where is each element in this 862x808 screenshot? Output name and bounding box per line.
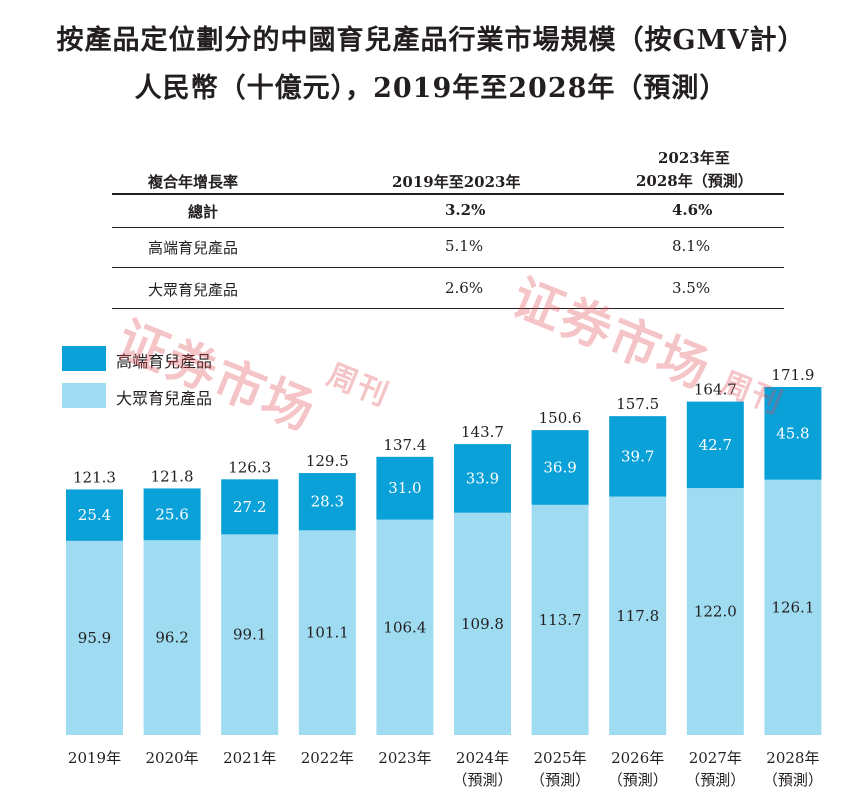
cagr-row-col1: 5.1% <box>445 237 484 255</box>
bar-segment-premium <box>66 489 123 541</box>
bar-segment-premium <box>454 444 511 513</box>
data-label-premium: 25.6 <box>155 505 188 523</box>
data-label-mass: 117.8 <box>616 607 659 625</box>
data-label-mass: 99.1 <box>233 626 266 644</box>
data-label-total: 121.8 <box>151 467 194 485</box>
data-label-premium: 31.0 <box>388 479 421 497</box>
chart-title-line2: 人民幣（十億元），2019年至2028年（預測） <box>134 73 728 104</box>
cagr-col2-header-line1: 2023年至 <box>658 149 730 167</box>
data-label-premium: 33.9 <box>466 469 499 487</box>
data-label-mass: 106.4 <box>383 618 426 636</box>
data-label-mass: 113.7 <box>539 611 582 629</box>
cagr-col2-header-line2: 2028年（預測） <box>636 172 753 190</box>
legend-label-mass: 大眾育兒產品 <box>116 389 213 408</box>
data-label-mass: 126.1 <box>771 598 814 616</box>
data-label-mass: 109.8 <box>461 615 504 633</box>
data-label-premium: 45.8 <box>776 424 809 442</box>
x-tick-label: 2022年 <box>301 749 354 767</box>
x-tick-label: 2021年 <box>223 749 276 767</box>
data-label-premium: 27.2 <box>233 498 266 516</box>
bar-segment-premium <box>764 387 822 480</box>
bar-segment-premium <box>531 430 589 505</box>
x-tick-label: 2025年 <box>534 749 587 767</box>
data-label-mass: 96.2 <box>155 629 188 647</box>
bar-segment-mass <box>764 479 822 735</box>
data-label-premium: 28.3 <box>311 493 344 511</box>
bar-segment-mass <box>686 488 744 735</box>
data-label-total: 157.5 <box>616 395 659 413</box>
bar-segment-premium <box>376 456 434 520</box>
data-label-mass: 101.1 <box>306 624 349 642</box>
data-label-mass: 122.0 <box>694 603 737 621</box>
data-label-total: 164.7 <box>694 381 737 399</box>
data-label-total: 150.6 <box>539 409 582 427</box>
table-rule-top <box>112 193 784 195</box>
bar-segment-mass <box>609 496 667 735</box>
table-rule <box>112 308 784 309</box>
x-tick-sublabel: （預測） <box>685 771 745 789</box>
data-label-total: 137.4 <box>383 436 426 454</box>
cagr-row-label: 總計 <box>188 203 219 221</box>
table-rule <box>112 267 784 268</box>
table-rule <box>112 227 784 228</box>
x-tick-sublabel: （預測） <box>763 771 823 789</box>
bar-segment-premium <box>609 416 667 497</box>
x-tick-sublabel: （預測） <box>452 771 512 789</box>
x-tick-label: 2023年 <box>378 749 431 767</box>
bar-segment-mass <box>454 512 511 735</box>
chart-title-line1: 按產品定位劃分的中國育兒產品行業市場規模（按GMV計） <box>56 25 806 56</box>
bar-segment-mass <box>531 504 589 735</box>
cagr-row-col2: 8.1% <box>672 237 711 255</box>
cagr-row-col2: 3.5% <box>672 279 711 297</box>
cagr-header-label: 複合年增長率 <box>148 173 239 191</box>
x-tick-label: 2020年 <box>146 749 199 767</box>
x-tick-sublabel: （預測） <box>530 771 590 789</box>
data-label-total: 121.3 <box>73 468 116 486</box>
bar-segment-mass <box>298 530 356 735</box>
x-tick-label: 2026年 <box>611 749 664 767</box>
x-tick-label: 2027年 <box>689 749 742 767</box>
x-tick-sublabel: （預測） <box>608 771 668 789</box>
bar-segment-premium <box>143 488 201 541</box>
data-label-premium: 42.7 <box>699 436 732 454</box>
x-tick-label: 2024年 <box>456 749 509 767</box>
legend-label-premium: 高端育兒產品 <box>116 352 213 371</box>
legend-swatch-premium <box>62 346 106 371</box>
bar-segment-premium <box>221 479 279 535</box>
data-label-premium: 25.4 <box>78 506 111 524</box>
data-label-total: 171.9 <box>771 366 814 384</box>
x-tick-label: 2028年 <box>766 749 819 767</box>
cagr-row-label: 高端育兒產品 <box>148 239 239 257</box>
cagr-row-label: 大眾育兒產品 <box>148 281 239 299</box>
cagr-row-col1: 2.6% <box>445 279 484 297</box>
bar-segment-mass <box>376 519 434 735</box>
data-label-total: 143.7 <box>461 423 504 441</box>
cagr-col1-header: 2019年至2023年 <box>392 173 521 191</box>
data-label-premium: 36.9 <box>543 458 576 476</box>
bar-segment-mass <box>143 540 201 735</box>
bar-segment-premium <box>686 401 744 489</box>
legend-swatch-mass <box>62 383 106 408</box>
cagr-row-col2: 4.6% <box>672 201 713 219</box>
cagr-row-col1: 3.2% <box>445 201 486 219</box>
x-tick-label: 2019年 <box>68 749 121 767</box>
data-label-premium: 39.7 <box>621 447 654 465</box>
bar-segment-mass <box>221 534 279 735</box>
bar-segment-mass <box>66 540 123 735</box>
bar-segment-premium <box>298 473 356 531</box>
data-label-mass: 95.9 <box>78 629 111 647</box>
data-label-total: 129.5 <box>306 452 349 470</box>
data-label-total: 126.3 <box>228 458 271 476</box>
